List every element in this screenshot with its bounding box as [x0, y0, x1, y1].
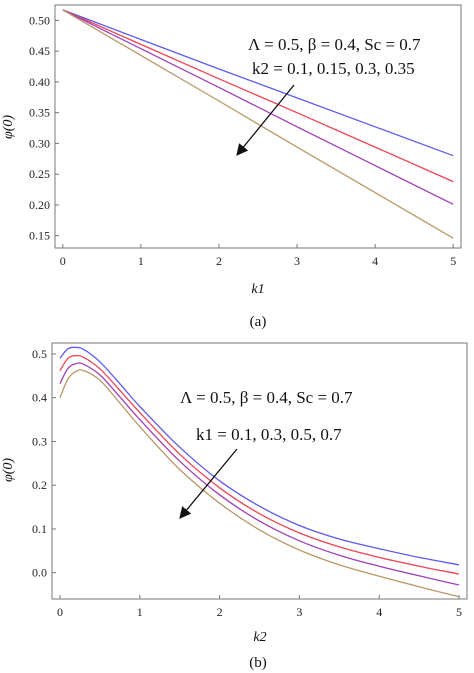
series-a [62, 9, 454, 239]
series-line-a-0 [62, 9, 454, 157]
y-tick-label-b-1: 0.1 [32, 522, 47, 536]
x-tick-label-a-0: 0 [60, 254, 66, 268]
ticks-b: 0 1 2 3 4 5 0.0 0.1 0.2 0.3 0.4 0.5 [32, 347, 462, 619]
x-tick-label-b-2: 2 [217, 605, 223, 619]
y-tick-label-a-5: 0.40 [29, 75, 50, 89]
caption-a: (a) [250, 314, 267, 330]
series-line-b-0 [59, 346, 460, 566]
y-tick-label-a-3: 0.30 [29, 136, 50, 150]
x-tick-label-b-5: 5 [456, 605, 462, 619]
series-line-b-2 [59, 362, 460, 586]
panel-a: 0 1 2 3 4 5 0.15 0.20 0.25 0.30 0.35 0.40 0.45 0.50 φ… [1, 4, 462, 330]
series-line-a-1 [62, 9, 454, 183]
y-tick-label-a-1: 0.20 [29, 198, 50, 212]
x-tick-label-a-5: 5 [450, 254, 456, 268]
x-tick-label-a-2: 2 [216, 254, 222, 268]
x-tick-label-b-3: 3 [296, 605, 302, 619]
x-tick-label-a-4: 4 [372, 254, 378, 268]
annotation-arrow-b [179, 448, 238, 519]
series-line-b-1 [59, 354, 460, 575]
y-tick-label-a-6: 0.45 [29, 44, 50, 58]
y-tick-label-b-4: 0.4 [32, 391, 47, 405]
y-tick-label-a-2: 0.25 [29, 167, 50, 181]
annotation-values-b: k1 = 0.1, 0.3, 0.5, 0.7 [196, 425, 342, 444]
y-axis-label-b: φ(0) [1, 458, 16, 482]
series-line-a-2 [62, 9, 454, 205]
x-tick-label-b-1: 1 [137, 605, 143, 619]
y-tick-label-b-5: 0.5 [32, 347, 47, 361]
y-tick-label-a-0: 0.15 [29, 229, 50, 243]
y-tick-label-b-2: 0.2 [32, 478, 47, 492]
x-axis-label-b: k2 [253, 630, 266, 645]
y-tick-label-b-3: 0.3 [32, 434, 47, 448]
plot-frame-a [54, 4, 462, 249]
panel-b: 0 1 2 3 4 5 0.0 0.1 0.2 0.3 0.4 0.5 φ(0) k2 Λ = 0.5… [1, 342, 468, 671]
series-b [59, 346, 460, 598]
y-axis-label-a: φ(0) [1, 115, 16, 139]
series-line-b-3 [59, 369, 460, 598]
x-tick-label-b-0: 0 [57, 605, 63, 619]
series-line-a-3 [62, 9, 454, 239]
annotation-params-a: Λ = 0.5, β = 0.4, Sc = 0.7 [248, 35, 421, 54]
annotation-values-a: k2 = 0.1, 0.15, 0.3, 0.35 [252, 59, 415, 78]
x-tick-label-b-4: 4 [376, 605, 382, 619]
caption-b: (b) [249, 655, 267, 671]
annotation-arrow-a [236, 84, 295, 156]
y-tick-label-a-4: 0.35 [29, 106, 50, 120]
plot-frame-b [51, 342, 468, 600]
x-tick-label-a-3: 3 [294, 254, 300, 268]
y-tick-label-a-7: 0.50 [29, 13, 50, 27]
x-axis-label-a: k1 [251, 282, 264, 297]
ticks-a: 0 1 2 3 4 5 0.15 0.20 0.25 0.30 0.35 0.40 0.45 0.50 [29, 13, 456, 268]
annotation-params-b: Λ = 0.5, β = 0.4, Sc = 0.7 [180, 388, 353, 407]
x-tick-label-a-1: 1 [138, 254, 144, 268]
y-tick-label-b-0: 0.0 [32, 566, 47, 580]
